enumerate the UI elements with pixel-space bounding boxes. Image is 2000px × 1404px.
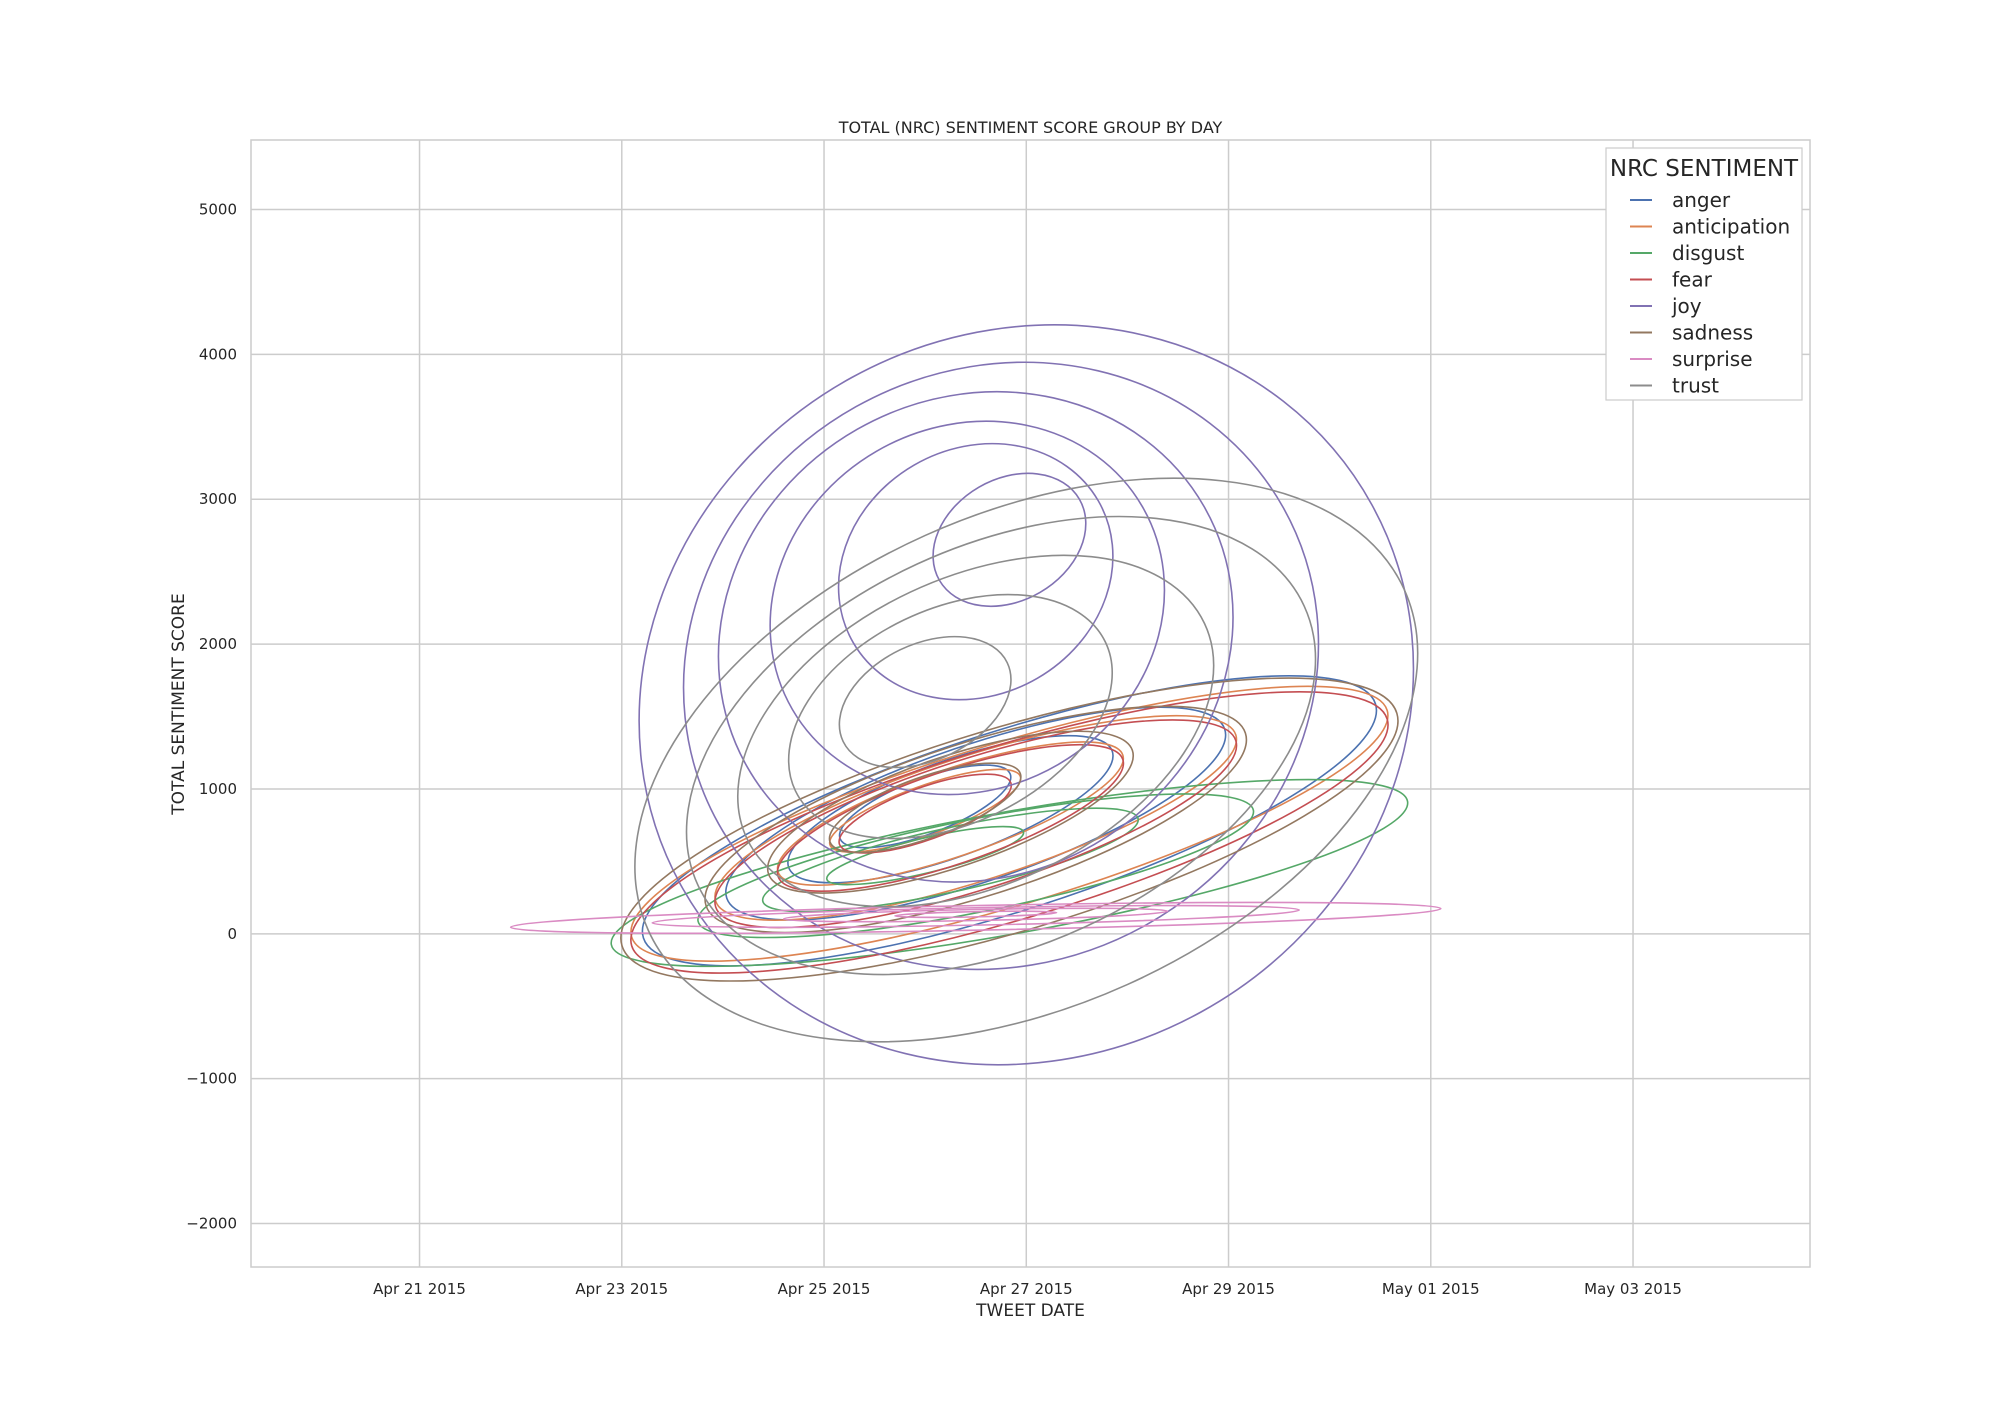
legend-title: NRC SENTIMENT [1610,156,1799,182]
contour-surprise [651,904,1301,929]
legend-label-sadness: sadness [1672,321,1753,345]
x-tick-label: Apr 25 2015 [778,1280,871,1298]
x-tick-label: Apr 23 2015 [575,1280,668,1298]
series-joy [638,324,1415,1066]
legend-label-trust: trust [1672,374,1719,398]
y-tick-label: 1000 [199,780,237,798]
contour-sadness [766,730,1135,894]
x-tick-label: May 03 2015 [1584,1280,1682,1298]
y-tick-label: 0 [227,925,237,943]
contour-fear [714,719,1238,929]
legend-label-anger: anger [1672,188,1731,212]
legend-label-fear: fear [1672,268,1713,292]
x-tick-label: Apr 27 2015 [980,1280,1073,1298]
contour-trust [787,593,1114,840]
x-tick-label: Apr 29 2015 [1182,1280,1275,1298]
contour-sadness [704,705,1248,934]
y-tick-label: −1000 [186,1070,237,1088]
legend-label-anticipation: anticipation [1672,215,1790,239]
legend-label-joy: joy [1671,294,1702,318]
contour-trust [838,635,1012,769]
contour-joy [638,324,1415,1066]
plot-frame [250,139,1811,1268]
contour-surprise [782,907,1169,923]
legend-label-surprise: surprise [1672,347,1753,371]
contour-sadness [828,762,1022,854]
contour-trust [634,477,1419,1043]
contour-trust [736,554,1215,908]
series-sadness [620,677,1399,982]
y-tick-label: −2000 [186,1215,237,1233]
y-tick-labels: −2000 −1000 0 1000 2000 3000 4000 5000 [186,201,237,1233]
y-tick-label: 5000 [199,201,237,219]
contour-trust [685,515,1317,976]
contour-joy [682,361,1320,971]
x-tick-label: Apr 21 2015 [373,1280,466,1298]
y-tick-label: 4000 [199,345,237,363]
x-tick-labels: Apr 21 2015 Apr 23 2015 Apr 25 2015 Apr 27 … [373,1280,1682,1298]
series-surprise [509,901,1442,935]
contour-lines [509,324,1442,1066]
contour-joy [837,442,1114,701]
x-axis-label: TWEET DATE [975,1301,1085,1321]
contour-joy [769,420,1166,796]
y-axis-label: TOTAL SENTIMENT SCORE [169,593,189,816]
x-tick-label: May 01 2015 [1382,1280,1480,1298]
legend-label-disgust: disgust [1672,241,1744,265]
plot-background [251,140,1810,1267]
contour-joy [717,390,1234,883]
gridlines [251,140,1810,1267]
contour-fear [838,773,1013,854]
y-tick-label: 3000 [199,490,237,508]
series-trust [634,477,1419,1043]
contour-surprise [509,901,1442,935]
contour-sadness [620,677,1399,982]
chart-title: TOTAL (NRC) SENTIMENT SCORE GROUP BY DAY [838,118,1223,137]
contour-disgust [761,807,1140,913]
y-tick-label: 2000 [199,635,237,653]
contour-surprise [894,910,1058,919]
